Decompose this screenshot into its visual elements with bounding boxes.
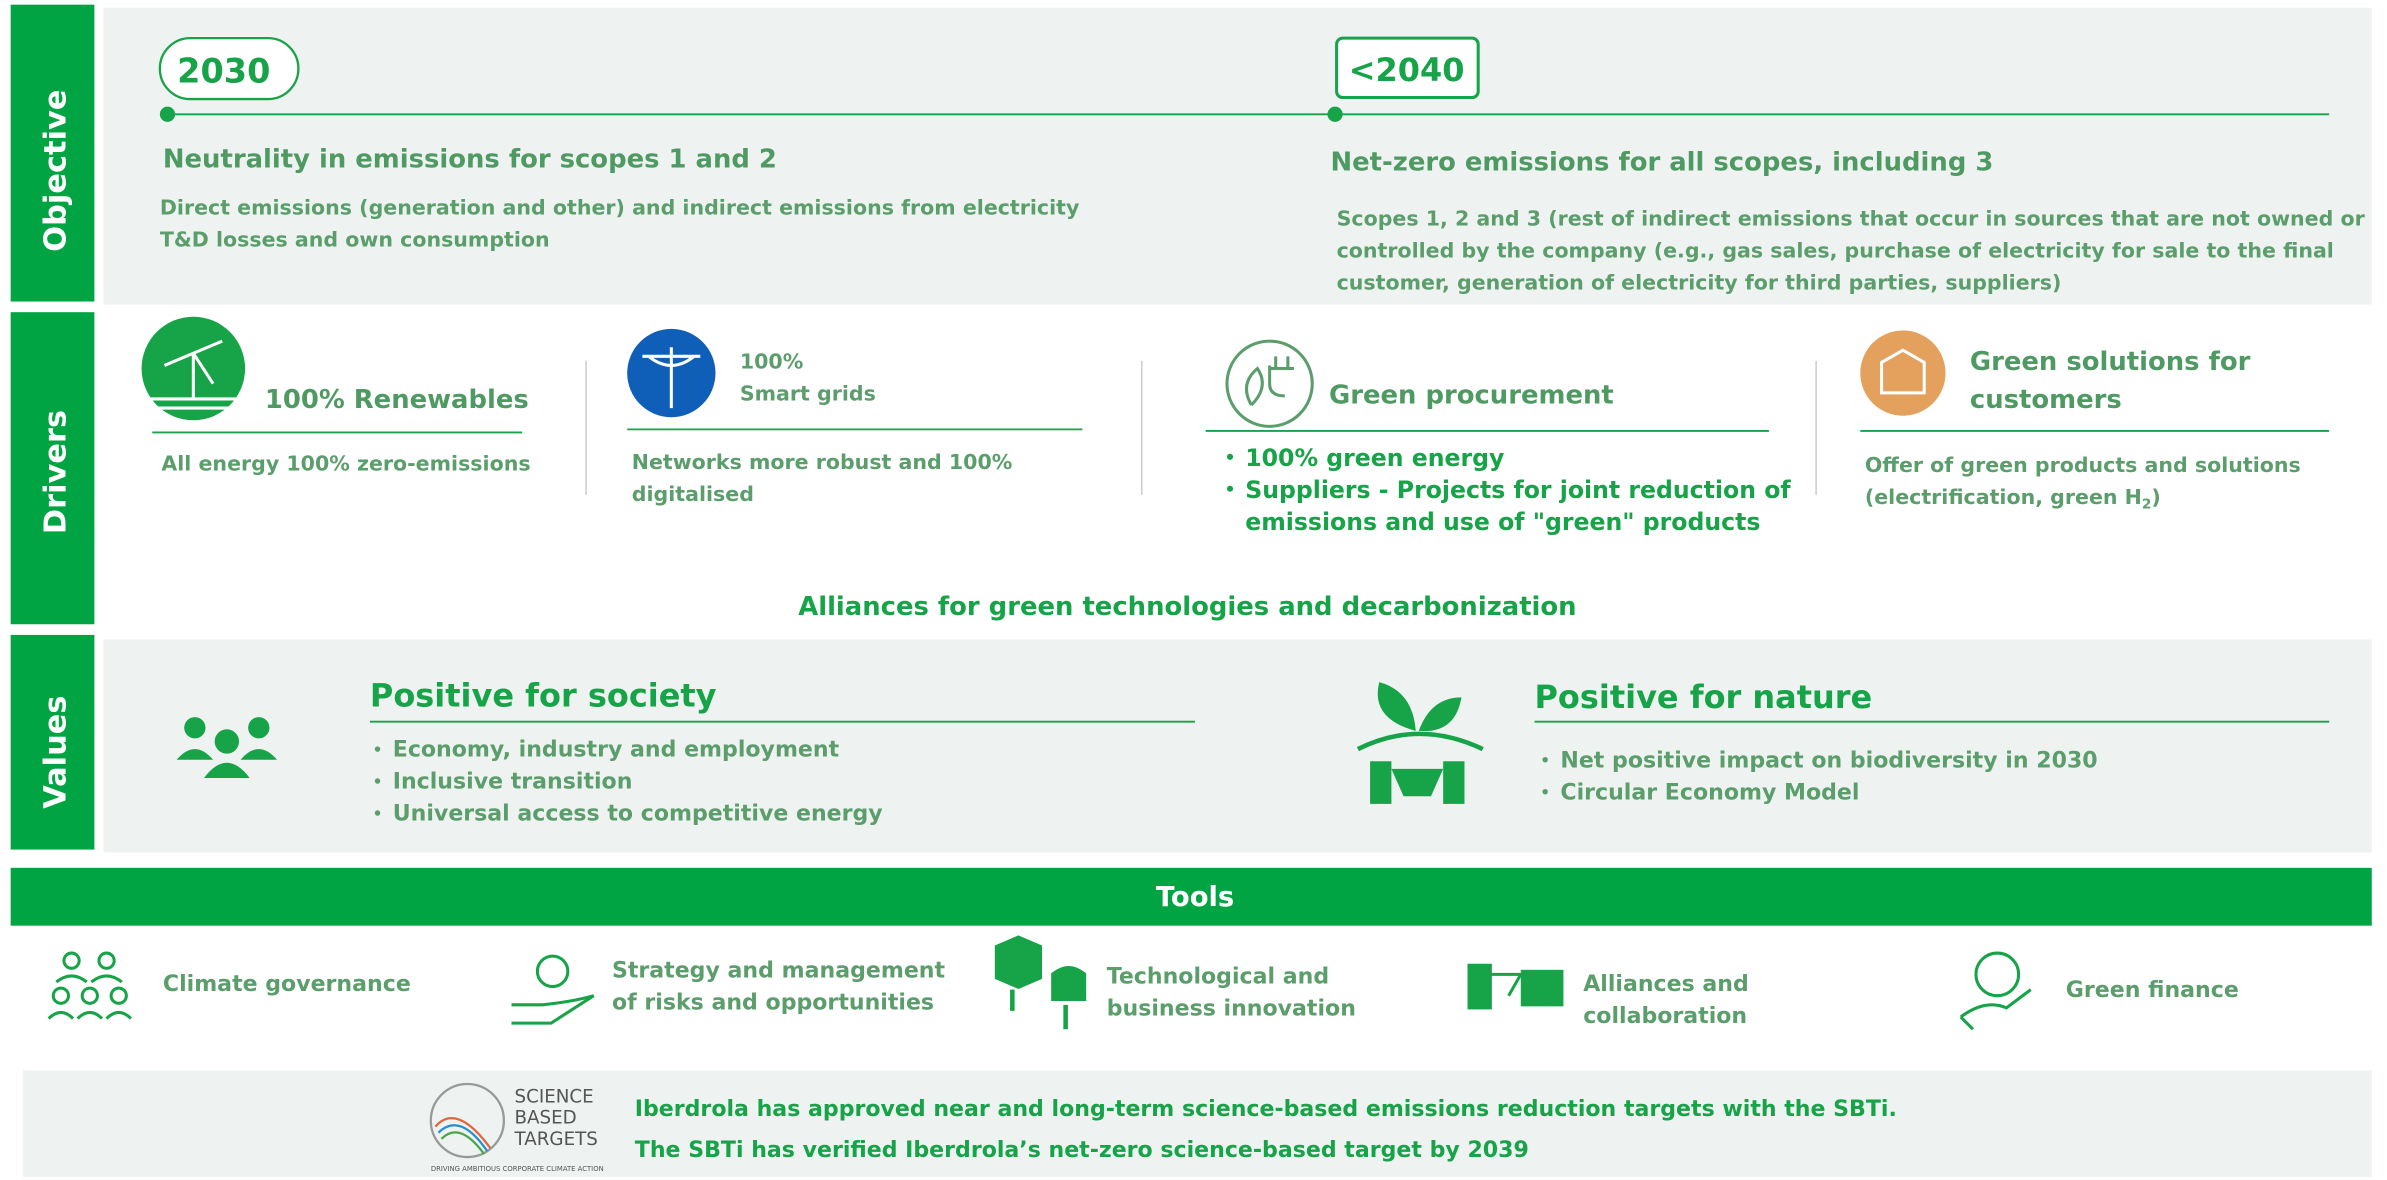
desc-part: (electrification, green H [1865,485,2142,509]
tool-label: business innovation [1107,996,1356,1021]
subscript: 2 [2142,497,2152,513]
icon [642,347,701,409]
year: 2030 [177,51,270,90]
timeline-dot [159,106,176,122]
desc: Networks more robust and 100% [632,450,1013,474]
icon [1356,682,1484,804]
bullet-text: Inclusive transition [393,770,633,795]
tool-label: Climate governance [163,972,411,997]
heading: Green procurement [1329,381,1614,411]
bullet [1542,756,1548,763]
heading: Neutrality in emissions for scopes 1 and… [163,145,777,175]
icon [149,339,238,410]
panel [103,639,2372,853]
desc: Offer of green products and solutions [1865,453,2301,477]
icon [1225,339,1314,428]
footer-text: The SBTi has verified Iberdrola’s net-ze… [635,1138,1529,1163]
desc: Scopes 1, 2 and 3 (rest of indirect emis… [1337,206,2366,230]
sidebar-label: Objective [38,89,73,251]
desc: T&D losses and own consumption [160,228,550,252]
desc: All energy 100% zero-emissions [161,451,530,475]
bullet-text: Circular Economy Model [1560,780,1859,805]
year-box [1335,36,1480,100]
logo-text: BASED [515,1108,577,1129]
sidebar-label: Drivers [38,410,73,534]
logo-tagline: DRIVING AMBITIOUS CORPORATE CLIMATE ACTI… [431,1165,604,1173]
icon [994,935,1087,1030]
bullet [374,778,381,784]
sidebar-box [10,4,95,302]
desc: customer, generation of electricity for … [1337,270,2062,294]
tool-label: Technological and [1107,965,1329,990]
alliances: Alliances for green technologies and dec… [798,592,1576,622]
heading: 100% [740,350,803,374]
icon [1244,356,1294,407]
bullet [374,810,381,816]
bullet-text: Net positive impact on biodiversity in 2… [1560,748,2097,773]
tool-label: Strategy and management [612,958,946,983]
heading: Smart grids [740,381,876,405]
sidebar-box [10,634,95,850]
heading: Positive for nature [1534,678,1872,716]
desc: controlled by the company (e.g., gas sal… [1337,238,2334,262]
bullet [1542,788,1548,795]
logo-text: SCIENCE [515,1086,594,1107]
heading: Positive for society [370,676,717,714]
icon [1880,348,1926,395]
bullet [1226,453,1234,460]
tool-label: Alliances and [1583,972,1749,997]
bullet-text: Universal access to competitive energy [393,802,883,827]
panel [103,7,2372,305]
icon [47,951,2032,1031]
heading: Green solutions for [1970,347,2251,377]
sidebar-label: Values [38,695,73,808]
logo-text: TARGETS [514,1129,598,1150]
desc-part: ) [2151,485,2160,509]
year: <2040 [1349,51,1465,89]
desc: (electrification, green H2) [1865,485,2161,513]
bullet-text: Economy, industry and employment [393,738,840,763]
bullet-text: Suppliers - Projects for joint reduction… [1245,476,1791,504]
tool-label: collaboration [1583,1004,1747,1029]
bullet-text: emissions and use of "green" products [1245,508,1760,536]
footer-panel [22,1070,2372,1177]
tools-title: Tools [1156,882,1234,913]
icon [1860,330,1946,416]
heading: 100% Renewables [265,385,529,415]
icon [176,717,278,779]
tool-label: Green finance [2066,978,2239,1003]
tools-bar [10,867,2372,926]
timeline-dot [1327,106,1343,122]
year-pill [158,37,300,101]
desc: Direct emissions (generation and other) … [160,196,1080,220]
heading: Net-zero emissions for all scopes, inclu… [1331,148,1994,178]
bullet [1226,485,1234,492]
desc: digitalised [632,482,754,506]
tool-label: of risks and opportunities [612,990,934,1015]
bullet-text: 100% green energy [1245,444,1504,472]
bullet [374,746,381,752]
logo-mark [429,1082,506,1159]
sidebar-box [10,312,95,625]
heading: customers [1970,385,2122,415]
footer-text: Iberdrola has approved near and long-ter… [635,1097,1897,1122]
